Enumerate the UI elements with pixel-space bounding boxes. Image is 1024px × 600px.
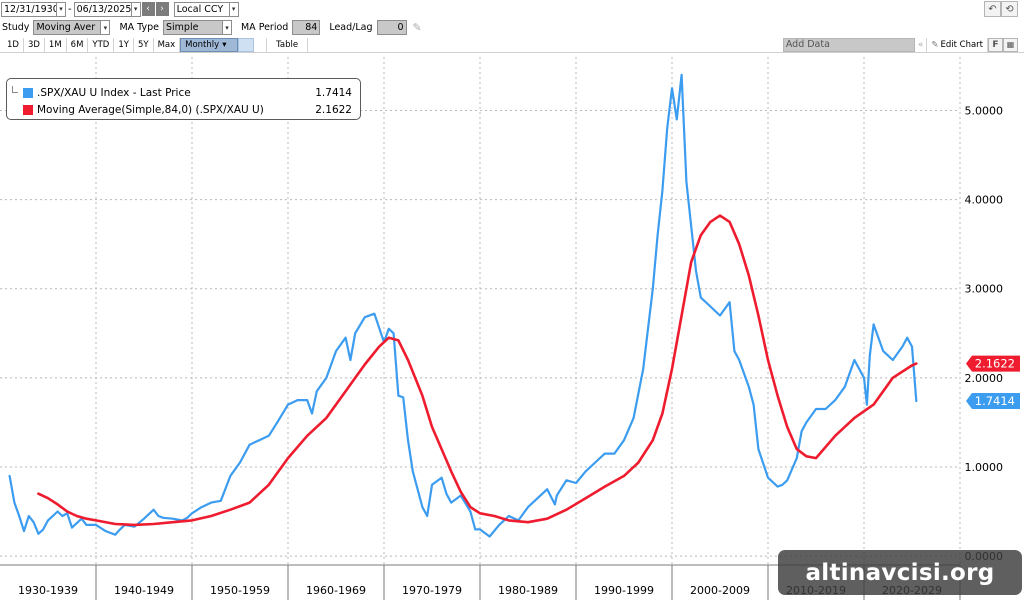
study-select[interactable]: Moving Aver bbox=[33, 20, 102, 35]
y-tick-label: 2.0000 bbox=[965, 372, 1004, 385]
legend-name-price: .SPX/XAU U Index - Last Price bbox=[37, 86, 191, 99]
chart-expand-icon[interactable]: ▦ bbox=[1003, 37, 1018, 52]
interval-label: Monthly bbox=[185, 39, 220, 50]
legend-swatch-moving-average bbox=[23, 104, 33, 115]
x-tick-label: 1930-1939 bbox=[18, 584, 78, 597]
timeframe-3d[interactable]: 3D bbox=[24, 37, 45, 52]
ma-type-select[interactable]: Simple bbox=[162, 20, 223, 35]
timeframe-6m[interactable]: 6M bbox=[67, 37, 89, 52]
value-tag-label: 2.1622 bbox=[975, 357, 1015, 371]
vertical-gridlines bbox=[95, 57, 961, 600]
x-tick-label: 1950-1959 bbox=[210, 584, 270, 597]
study-dropdown-icon[interactable]: ▾ bbox=[101, 20, 111, 35]
ma-type-dropdown-icon[interactable]: ▾ bbox=[222, 20, 232, 35]
legend-connector-icon bbox=[12, 86, 18, 93]
timeframe-max[interactable]: Max bbox=[154, 37, 181, 52]
timeframe-5y[interactable]: 5Y bbox=[134, 37, 154, 52]
series-lines bbox=[8, 73, 918, 538]
chart-legend[interactable]: .SPX/XAU U Index - Last Price 1.7414 Mov… bbox=[6, 78, 361, 120]
legend-item-price[interactable]: .SPX/XAU U Index - Last Price 1.7414 bbox=[7, 84, 360, 101]
undo-icon[interactable]: ↶ bbox=[984, 1, 1001, 17]
edit-chart-button[interactable]: ✎ Edit Chart bbox=[926, 37, 988, 52]
edit-chart-label: Edit Chart bbox=[940, 39, 983, 50]
x-tick-label: 1970-1979 bbox=[402, 584, 462, 597]
edit-pencil-icon: ✎ bbox=[931, 39, 939, 50]
y-tick-label: 4.0000 bbox=[965, 194, 1004, 207]
value-tag-label: 1.7414 bbox=[975, 394, 1015, 408]
toolbar-row-timeframes: 1D 3D 1M 6M YTD 1Y 5Y Max Monthly ▾ Table… bbox=[0, 37, 1024, 53]
study-label: Study bbox=[2, 22, 30, 33]
timeframe-1m[interactable]: 1M bbox=[45, 37, 67, 52]
currency-select[interactable]: Local CCY bbox=[173, 1, 230, 17]
x-tick-label: 1980-1989 bbox=[498, 584, 558, 597]
toolbar-row-study: Study Moving Aver ▾ MA Type Simple ▾ MA … bbox=[0, 19, 1024, 36]
timeframe-ytd[interactable]: YTD bbox=[88, 37, 115, 52]
x-tick-label: 2000-2009 bbox=[690, 584, 750, 597]
end-date-field[interactable]: 06/13/2025 bbox=[73, 1, 132, 17]
lead-lag-label: Lead/Lag bbox=[329, 22, 373, 33]
start-date-dropdown-icon[interactable]: ▾ bbox=[57, 1, 66, 17]
watermark-logo: altinavcisi.org bbox=[778, 550, 1022, 595]
timeframe-1y[interactable]: 1Y bbox=[114, 37, 134, 52]
x-tick-label: 1940-1949 bbox=[114, 584, 174, 597]
toolbar-row-dates: 12/31/1930 ▾ - 06/13/2025 ▾ ‹ › Local CC… bbox=[0, 0, 1024, 18]
pencil-icon[interactable]: ✎ bbox=[412, 21, 422, 34]
chart-settings-icon[interactable]: F bbox=[988, 37, 1003, 52]
legend-value-moving-average: 2.1622 bbox=[315, 103, 352, 116]
ma-period-label: MA Period bbox=[240, 22, 289, 33]
y-tick-label: 1.0000 bbox=[965, 461, 1004, 474]
ma-type-label: MA Type bbox=[119, 22, 159, 33]
last-value-tags: 1.7414 2.1622 bbox=[966, 355, 1020, 410]
lead-lag-field[interactable]: 0 bbox=[376, 20, 407, 35]
date-range-separator: - bbox=[68, 3, 72, 15]
custom-range-button[interactable] bbox=[238, 37, 255, 52]
interval-select[interactable]: Monthly ▾ bbox=[180, 37, 239, 52]
x-tick-label: 1990-1999 bbox=[594, 584, 654, 597]
legend-name-moving-average: Moving Average(Simple,84,0) (.SPX/XAU U) bbox=[37, 103, 264, 116]
legend-swatch-price bbox=[23, 87, 33, 98]
add-data-input[interactable]: Add Data bbox=[782, 37, 915, 52]
collapse-icon[interactable]: « bbox=[917, 39, 924, 50]
y-tick-label: 5.0000 bbox=[965, 104, 1004, 117]
value-tag-background bbox=[966, 393, 1020, 410]
start-date-field[interactable]: 12/31/1930 bbox=[1, 1, 57, 17]
interval-dropdown-icon: ▾ bbox=[222, 39, 227, 50]
moving-average-line bbox=[37, 214, 918, 527]
value-tag-background bbox=[966, 355, 1020, 372]
prev-period-icon[interactable]: ‹ bbox=[141, 2, 155, 16]
x-tick-label: 1960-1969 bbox=[306, 584, 366, 597]
table-button[interactable]: Table bbox=[266, 37, 309, 52]
next-period-icon[interactable]: › bbox=[155, 2, 169, 16]
timeframe-1d[interactable]: 1D bbox=[3, 37, 24, 52]
end-date-dropdown-icon[interactable]: ▾ bbox=[131, 1, 141, 17]
legend-value-price: 1.7414 bbox=[315, 86, 352, 99]
legend-item-moving-average[interactable]: Moving Average(Simple,84,0) (.SPX/XAU U)… bbox=[7, 101, 360, 118]
price-value-tag: 1.7414 bbox=[966, 393, 1020, 410]
currency-dropdown-icon[interactable]: ▾ bbox=[229, 1, 239, 17]
moving-average-value-tag: 2.1622 bbox=[966, 355, 1020, 372]
ma-period-field[interactable]: 84 bbox=[292, 20, 321, 35]
y-tick-label: 3.0000 bbox=[965, 283, 1004, 296]
refresh-icon[interactable]: ⟲ bbox=[1001, 1, 1018, 17]
